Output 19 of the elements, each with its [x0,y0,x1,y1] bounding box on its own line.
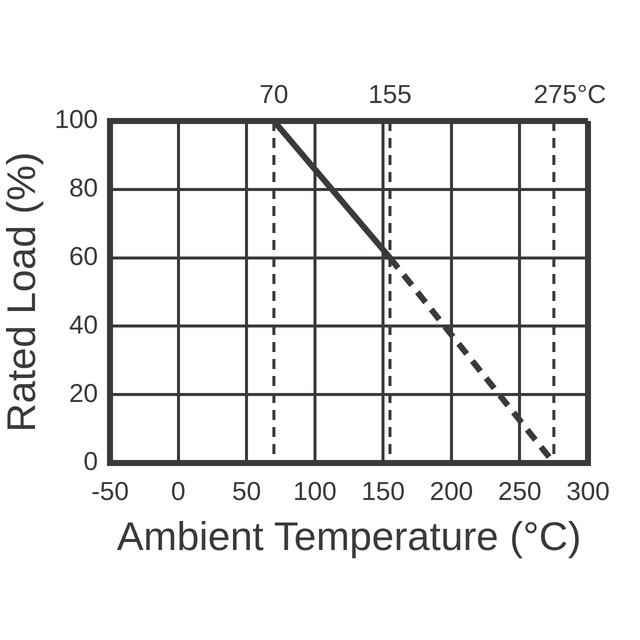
x-tick-label: 250 [498,476,542,506]
x-tick-label: 100 [293,476,337,506]
x-tick-label: -50 [91,476,129,506]
x-tick-label: 200 [430,476,474,506]
x-axis-title: Ambient Temperature (°C) [116,515,582,560]
y-tick-label: 20 [69,378,98,408]
x-tick-label: 150 [361,476,405,506]
x-tick-label: 50 [232,476,262,506]
x-tick-label: 300 [566,476,610,506]
ref-line-label: 70 [259,79,288,110]
y-tick-label: 60 [69,240,98,271]
x-tick-label: 0 [171,476,186,506]
y-tick-label: 100 [54,104,98,134]
y-tick-label: 0 [84,446,98,476]
y-tick-label: 80 [69,172,98,203]
ref-line-label: 275°C [534,79,606,110]
y-tick-label: 40 [69,309,98,340]
ref-line-label: 155 [368,79,412,110]
y-axis-title: Rated Load (%) [0,152,44,432]
